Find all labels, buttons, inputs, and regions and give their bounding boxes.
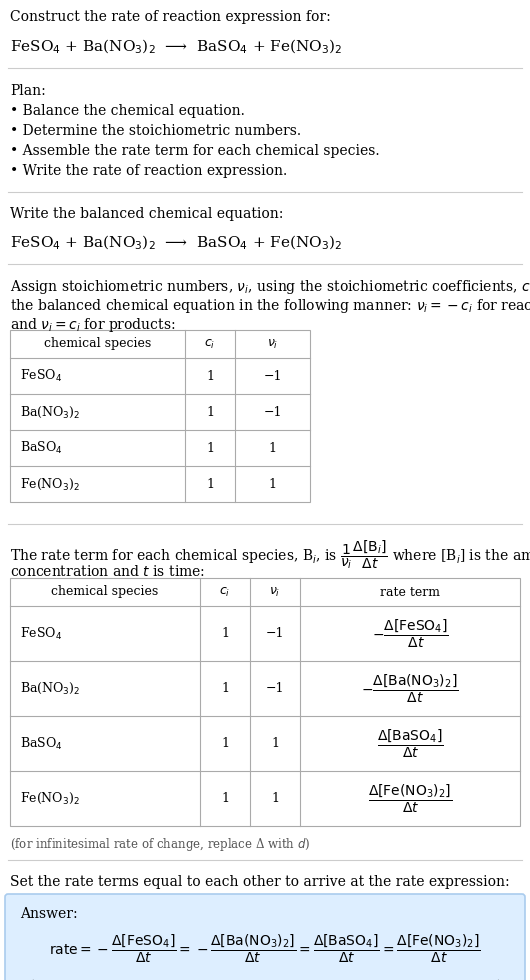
Text: $\dfrac{\Delta[\mathrm{Fe(NO_3)_2}]}{\Delta t}$: $\dfrac{\Delta[\mathrm{Fe(NO_3)_2}]}{\De…: [368, 782, 452, 814]
FancyBboxPatch shape: [5, 894, 525, 980]
Text: $\nu_i$: $\nu_i$: [269, 585, 281, 599]
Text: Ba(NO$_3$)$_2$: Ba(NO$_3$)$_2$: [20, 405, 81, 419]
Text: and $\nu_i = c_i$ for products:: and $\nu_i = c_i$ for products:: [10, 316, 175, 334]
Text: 1: 1: [206, 406, 214, 418]
Text: rate term: rate term: [380, 585, 440, 599]
Text: BaSO$_4$: BaSO$_4$: [20, 735, 63, 752]
Text: Set the rate terms equal to each other to arrive at the rate expression:: Set the rate terms equal to each other t…: [10, 875, 510, 889]
Text: −1: −1: [263, 406, 282, 418]
Text: • Write the rate of reaction expression.: • Write the rate of reaction expression.: [10, 164, 287, 178]
Text: 1: 1: [221, 737, 229, 750]
Text: FeSO$_4$: FeSO$_4$: [20, 368, 62, 384]
Text: Assign stoichiometric numbers, $\nu_i$, using the stoichiometric coefficients, $: Assign stoichiometric numbers, $\nu_i$, …: [10, 278, 530, 296]
Text: (for infinitesimal rate of change, replace Δ with $d$): (for infinitesimal rate of change, repla…: [10, 836, 311, 853]
Text: 1: 1: [271, 792, 279, 805]
Text: • Determine the stoichiometric numbers.: • Determine the stoichiometric numbers.: [10, 124, 301, 138]
Text: 1: 1: [206, 369, 214, 382]
Text: −1: −1: [266, 682, 284, 695]
Text: Ba(NO$_3$)$_2$: Ba(NO$_3$)$_2$: [20, 681, 81, 696]
Bar: [10, 578, 520, 826]
Text: 1: 1: [269, 477, 277, 491]
Text: Plan:: Plan:: [10, 84, 46, 98]
Text: Fe(NO$_3$)$_2$: Fe(NO$_3$)$_2$: [20, 791, 80, 807]
Text: $\dfrac{\Delta[\mathrm{BaSO_4}]}{\Delta t}$: $\dfrac{\Delta[\mathrm{BaSO_4}]}{\Delta …: [377, 727, 444, 760]
Text: $\nu_i$: $\nu_i$: [267, 337, 278, 351]
Text: FeSO$_4$ + Ba(NO$_3$)$_2$  ⟶  BaSO$_4$ + Fe(NO$_3$)$_2$: FeSO$_4$ + Ba(NO$_3$)$_2$ ⟶ BaSO$_4$ + F…: [10, 234, 342, 253]
Bar: [10, 330, 310, 502]
Text: $-\dfrac{\Delta[\mathrm{FeSO_4}]}{\Delta t}$: $-\dfrac{\Delta[\mathrm{FeSO_4}]}{\Delta…: [372, 617, 448, 650]
Text: • Assemble the rate term for each chemical species.: • Assemble the rate term for each chemic…: [10, 144, 379, 158]
Text: Write the balanced chemical equation:: Write the balanced chemical equation:: [10, 207, 284, 221]
Text: Fe(NO$_3$)$_2$: Fe(NO$_3$)$_2$: [20, 476, 80, 492]
Text: $c_i$: $c_i$: [219, 585, 231, 599]
Text: −1: −1: [263, 369, 282, 382]
Text: the balanced chemical equation in the following manner: $\nu_i = -c_i$ for react: the balanced chemical equation in the fo…: [10, 297, 530, 315]
Text: −1: −1: [266, 627, 284, 640]
Text: Answer:: Answer:: [20, 907, 77, 921]
Text: chemical species: chemical species: [44, 337, 151, 351]
Text: Construct the rate of reaction expression for:: Construct the rate of reaction expressio…: [10, 10, 331, 24]
Text: FeSO$_4$: FeSO$_4$: [20, 625, 62, 642]
Text: 1: 1: [221, 792, 229, 805]
Text: 1: 1: [221, 627, 229, 640]
Text: 1: 1: [206, 477, 214, 491]
Text: FeSO$_4$ + Ba(NO$_3$)$_2$  ⟶  BaSO$_4$ + Fe(NO$_3$)$_2$: FeSO$_4$ + Ba(NO$_3$)$_2$ ⟶ BaSO$_4$ + F…: [10, 38, 342, 57]
Text: $c_i$: $c_i$: [205, 337, 216, 351]
Text: 1: 1: [271, 737, 279, 750]
Text: $-\dfrac{\Delta[\mathrm{Ba(NO_3)_2}]}{\Delta t}$: $-\dfrac{\Delta[\mathrm{Ba(NO_3)_2}]}{\D…: [361, 672, 459, 705]
Text: chemical species: chemical species: [51, 585, 158, 599]
Text: 1: 1: [221, 682, 229, 695]
Text: • Balance the chemical equation.: • Balance the chemical equation.: [10, 104, 245, 118]
Text: BaSO$_4$: BaSO$_4$: [20, 440, 63, 456]
Text: 1: 1: [269, 442, 277, 455]
Text: concentration and $t$ is time:: concentration and $t$ is time:: [10, 564, 205, 579]
Text: $\mathrm{rate} = -\dfrac{\Delta[\mathrm{FeSO_4}]}{\Delta t} = -\dfrac{\Delta[\ma: $\mathrm{rate} = -\dfrac{\Delta[\mathrm{…: [49, 933, 481, 965]
Text: The rate term for each chemical species, B$_i$, is $\dfrac{1}{\nu_i}\dfrac{\Delt: The rate term for each chemical species,…: [10, 538, 530, 570]
Text: 1: 1: [206, 442, 214, 455]
